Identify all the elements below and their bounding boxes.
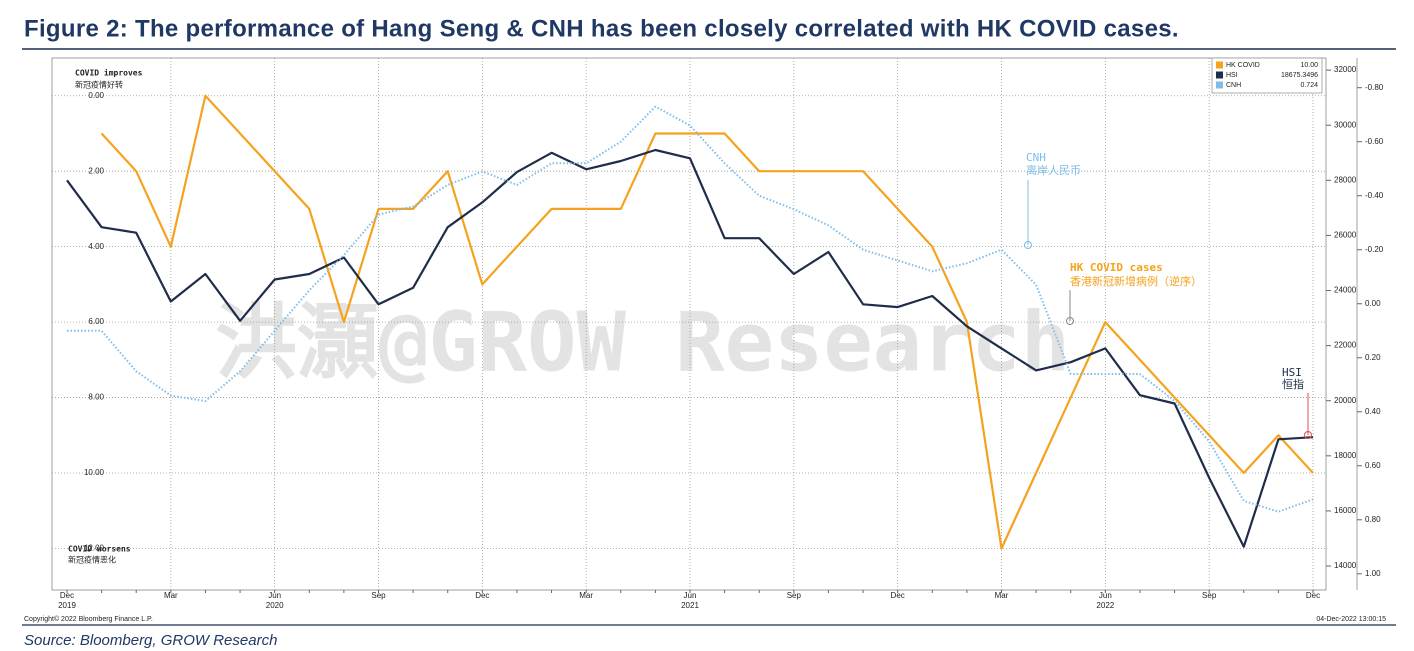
y-tick-label: 10.00 [84,468,105,477]
source: Source: Bloomberg, GROW Research [24,632,277,649]
callout-point [1024,241,1032,249]
annotation: HSI [1282,366,1302,379]
x-year-label: 2020 [266,601,284,610]
x-tick-label: Dec [1306,591,1320,600]
y2-tick-label: 22000 [1334,341,1357,350]
plot-area [51,57,1327,591]
annotation: 恒指 [1282,377,1304,391]
x-tick-label: Sep [371,591,386,600]
annotation: 香港新冠新增病例（逆序） [1070,274,1202,288]
watermark: 洪灝@GROW Research [215,295,1070,390]
y-tick-label: 6.00 [88,317,104,326]
y3-tick-label: -0.80 [1365,83,1384,92]
legend-value: 18675.3496 [1281,72,1318,79]
y-tick-label: 2.00 [88,166,104,175]
legend-value: 10.00 [1300,62,1318,69]
x-tick-label: Jun [268,591,281,600]
y-tick-label: 0.00 [88,91,104,100]
callout-point [1066,317,1074,325]
y2-tick-label: 18000 [1334,451,1357,460]
y3-tick-label: 0.00 [1365,299,1381,308]
series-line [66,148,1314,548]
annotation: COVID improves [75,68,143,78]
x-tick-label: Sep [787,591,802,600]
legend-value: 0.724 [1300,82,1318,89]
y3-tick-label: 0.60 [1365,461,1381,470]
series-line [67,105,1314,513]
annotation: COVID worsens [68,545,131,554]
y3-tick-label: 0.80 [1365,515,1381,524]
annotation: 离岸人民币 [1026,163,1081,177]
x-tick-label: Jun [684,591,697,600]
x-year-label: 2021 [681,601,699,610]
y2-tick-label: 32000 [1334,65,1357,74]
series-line [100,94,1314,550]
y-tick-label: 12.00 [84,544,105,553]
legend-name: CNH [1226,82,1241,89]
y2-tick-label: 20000 [1334,396,1357,405]
legend-name: HK COVID [1226,62,1260,69]
y2-tick-label: 16000 [1334,506,1357,515]
x-year-label: 2019 [58,601,76,610]
x-tick-label: Dec [60,591,74,600]
y-tick-label: 8.00 [88,393,104,402]
legend-swatch [1216,61,1223,69]
y-tick-label: 4.00 [88,242,104,251]
callout-point [1304,431,1312,439]
legend-box [1211,57,1323,94]
annotation: CNH [1026,151,1046,164]
annotation: 新冠疫情恶化 [68,555,116,565]
y3-tick-label: -0.20 [1365,245,1384,254]
y2-tick-label: 26000 [1334,231,1357,240]
figure-title: Figure 2: The performance of Hang Seng &… [24,15,1179,42]
legend-name: HSI [1226,72,1238,79]
y2-tick-label: 28000 [1334,175,1357,184]
x-tick-label: Jun [1099,591,1112,600]
annotation: HK COVID cases [1070,261,1163,274]
x-tick-label: Mar [164,591,178,600]
x-tick-label: Mar [579,591,593,600]
y2-tick-label: 14000 [1334,561,1357,570]
y3-tick-label: 0.40 [1365,407,1381,416]
y3-tick-label: -0.60 [1365,137,1384,146]
x-tick-label: Sep [1202,591,1217,600]
y2-tick-label: 24000 [1334,286,1357,295]
copyright: Copyright© 2022 Bloomberg Finance L.P. [24,615,153,623]
annotation: 新冠疫情好转 [75,80,123,90]
timestamp: 04-Dec-2022 13:00:15 [1316,616,1386,623]
x-year-label: 2022 [1096,601,1114,610]
y3-tick-label: 0.20 [1365,353,1381,362]
y3-tick-label: -0.40 [1365,191,1384,200]
y3-tick-label: 1.00 [1365,569,1381,578]
legend-swatch [1216,81,1223,89]
legend-swatch [1216,71,1223,79]
x-tick-label: Mar [995,591,1009,600]
x-tick-label: Dec [891,591,905,600]
x-tick-label: Dec [475,591,489,600]
y2-tick-label: 30000 [1334,120,1357,129]
